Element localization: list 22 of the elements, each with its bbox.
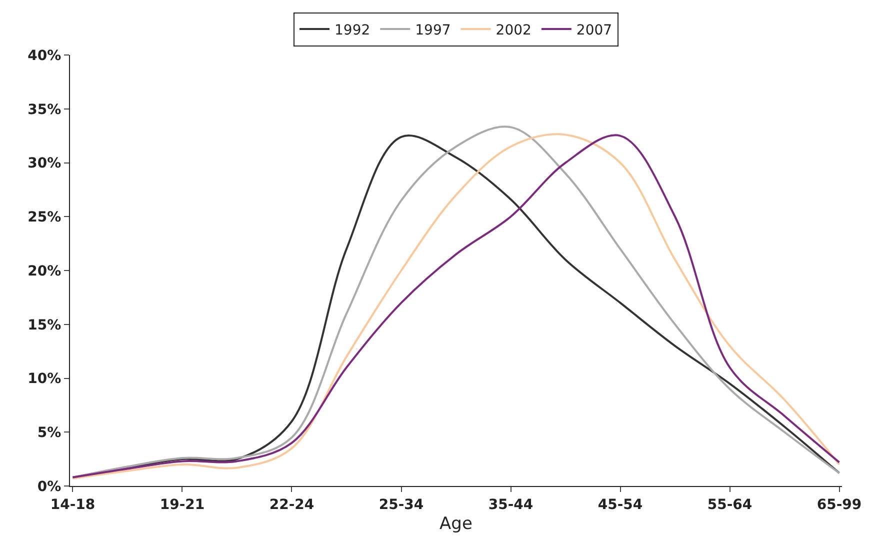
y-tick-label: 10% (28, 371, 62, 388)
x-tick-label: 55-64 (707, 496, 752, 513)
legend-label: 2007 (576, 22, 612, 38)
y-tick-label: 15% (28, 317, 62, 334)
x-tick-label: 19-21 (160, 496, 205, 513)
y-tick-label: 0% (37, 478, 62, 495)
x-tick-label: 65-99 (816, 496, 862, 513)
x-tick-label: 22-24 (269, 496, 314, 513)
x-tick-label: 45-54 (598, 496, 643, 513)
legend-label: 1997 (415, 22, 451, 38)
x-tick-label: 25-34 (378, 496, 424, 513)
x-tick-label: 14-18 (50, 496, 96, 513)
x-tick-label: 35-44 (488, 496, 534, 513)
x-axis-title: Age (440, 514, 472, 534)
y-tick-label: 30% (28, 156, 62, 172)
y-tick-label: 25% (28, 210, 62, 226)
legend-label: 1992 (334, 22, 370, 38)
y-tick-label: 20% (28, 263, 62, 280)
y-tick-label: 5% (37, 425, 62, 442)
legend-label: 2002 (496, 22, 532, 38)
y-tick-label: 40% (28, 48, 62, 64)
y-tick-label: 35% (28, 102, 62, 118)
